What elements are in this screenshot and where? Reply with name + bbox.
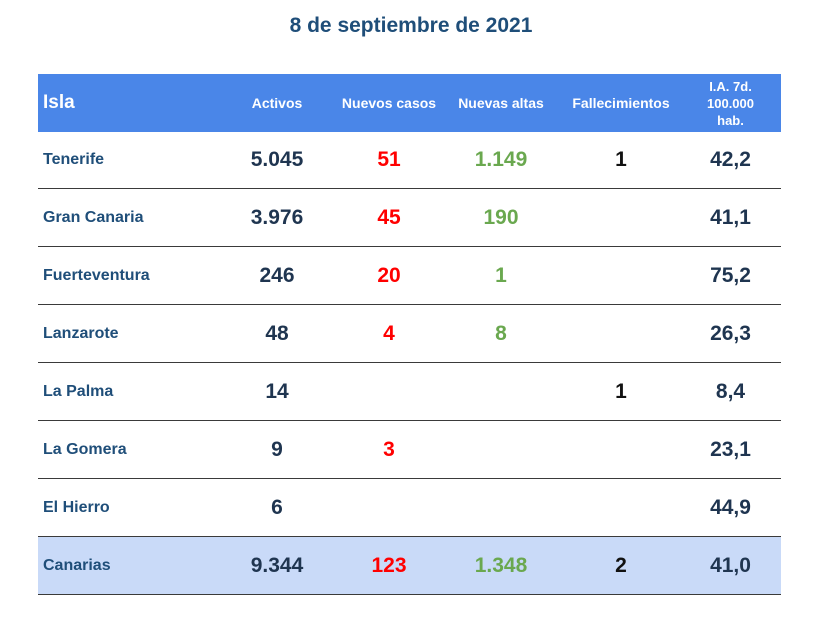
header-fallecimientos: Fallecimientos [562,74,680,132]
table-row: Gran Canaria 3.976 45 190 41,1 [38,188,781,247]
table-title: 8 de septiembre de 2021 [289,14,533,37]
total-row: Canarias 9.344 123 1.348 2 41,0 [38,536,781,595]
cell-nuevas-altas: 190 [440,188,562,247]
cell-fallecimientos: 1 [562,132,680,189]
cell-isla: Canarias [38,536,216,595]
table-row: Tenerife 5.045 51 1.149 1 42,2 [38,132,781,189]
cell-nuevos-casos: 51 [338,132,440,189]
cell-isla: Tenerife [38,132,216,189]
table-header-row: Isla Activos Nuevos casos Nuevas altas F… [38,74,781,132]
cell-nuevas-altas [440,362,562,421]
cell-nuevas-altas: 1 [440,246,562,305]
cell-nuevos-casos: 4 [338,304,440,363]
cell-nuevas-altas [440,478,562,537]
header-ia-line-1: I.A. 7d. [709,78,752,94]
cell-ia-7d: 75,2 [680,246,781,305]
cell-ia-7d: 44,9 [680,478,781,537]
cell-nuevos-casos: 20 [338,246,440,305]
header-isla: Isla [38,74,216,132]
cell-nuevos-casos: 123 [338,536,440,595]
header-ia-label: I.A. 7d. 100.000 hab. [707,78,754,129]
table-row: Fuerteventura 246 20 1 75,2 [38,246,781,305]
cell-fallecimientos [562,478,680,537]
cell-fallecimientos: 1 [562,362,680,421]
cell-fallecimientos [562,420,680,479]
cell-activos: 9.344 [216,536,338,595]
cell-nuevas-altas [440,420,562,479]
cell-ia-7d: 8,4 [680,362,781,421]
cell-fallecimientos [562,304,680,363]
cell-ia-7d: 41,1 [680,188,781,247]
table-row: El Hierro 6 44,9 [38,478,781,537]
header-ia-line-3: hab. [717,112,744,128]
header-activos: Activos [216,74,338,132]
header-ia-line-2: 100.000 [707,95,754,111]
cell-activos: 246 [216,246,338,305]
cell-nuevos-casos [338,362,440,421]
cell-ia-7d: 41,0 [680,536,781,595]
cell-ia-7d: 26,3 [680,304,781,363]
cell-nuevos-casos: 3 [338,420,440,479]
covid-islands-table: Isla Activos Nuevos casos Nuevas altas F… [38,74,781,595]
cell-fallecimientos [562,246,680,305]
cell-isla: La Gomera [38,420,216,479]
header-nuevas-altas: Nuevas altas [440,74,562,132]
cell-activos: 5.045 [216,132,338,189]
cell-activos: 48 [216,304,338,363]
cell-isla: Fuerteventura [38,246,216,305]
cell-activos: 3.976 [216,188,338,247]
cell-activos: 14 [216,362,338,421]
cell-fallecimientos: 2 [562,536,680,595]
cell-isla: El Hierro [38,478,216,537]
cell-isla: Lanzarote [38,304,216,363]
cell-nuevos-casos [338,478,440,537]
cell-ia-7d: 23,1 [680,420,781,479]
cell-ia-7d: 42,2 [680,132,781,189]
header-nuevos-casos: Nuevos casos [338,74,440,132]
header-ia-7d: I.A. 7d. 100.000 hab. [680,74,781,132]
cell-nuevas-altas: 1.149 [440,132,562,189]
cell-isla: La Palma [38,362,216,421]
cell-isla: Gran Canaria [38,188,216,247]
cell-nuevas-altas: 1.348 [440,536,562,595]
table-row: La Gomera 9 3 23,1 [38,420,781,479]
cell-activos: 9 [216,420,338,479]
cell-fallecimientos [562,188,680,247]
table-row: Lanzarote 48 4 8 26,3 [38,304,781,363]
table-row: La Palma 14 1 8,4 [38,362,781,421]
cell-activos: 6 [216,478,338,537]
cell-nuevos-casos: 45 [338,188,440,247]
cell-nuevas-altas: 8 [440,304,562,363]
